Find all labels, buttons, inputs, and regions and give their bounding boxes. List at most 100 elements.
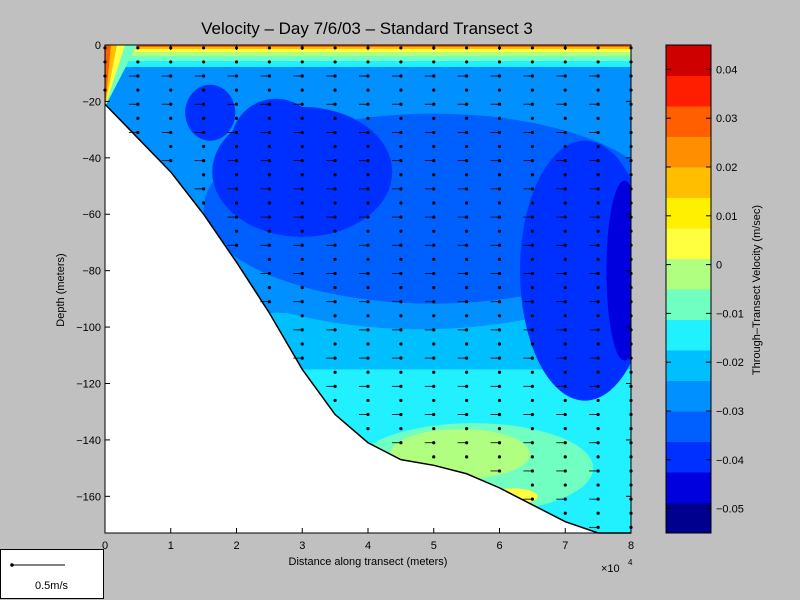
profile-point: [530, 384, 534, 388]
profile-point: [366, 130, 370, 135]
bottom-profile-line: [104, 103, 631, 534]
profile-point: [333, 243, 337, 247]
profile-point: [497, 356, 502, 360]
profile-point: [267, 159, 271, 163]
profile-point: [399, 46, 403, 50]
profile-point: [399, 412, 403, 417]
profile-point: [169, 60, 173, 64]
station-profile: [161, 46, 173, 163]
profile-point: [596, 441, 600, 445]
profile-point: [202, 187, 206, 191]
profile-point: [399, 88, 403, 92]
profile-point: [465, 412, 469, 417]
profile-point: [333, 229, 337, 233]
profile-point: [530, 257, 534, 261]
profile-point: [497, 441, 502, 445]
profile-point: [366, 271, 370, 276]
profile-point: [465, 74, 469, 78]
profile-point: [234, 243, 239, 247]
colorbar-tick-label: −0.02: [716, 357, 744, 369]
profile-point: [497, 469, 502, 473]
profile-point: [399, 173, 403, 177]
x-tick-label: 1: [168, 540, 174, 552]
profile-point: [563, 60, 567, 64]
profile-point: [563, 173, 567, 177]
profile-point: [267, 215, 271, 219]
profile-point: [267, 116, 271, 120]
profile-point: [234, 102, 239, 106]
profile-point: [563, 342, 567, 346]
profile-point: [267, 144, 271, 149]
profile-point: [465, 257, 469, 261]
profile-point: [563, 483, 567, 487]
profile-point: [366, 215, 370, 219]
colorbar-segment: [666, 228, 711, 259]
profile-point: [267, 46, 271, 50]
profile-point: [366, 398, 370, 403]
profile-point: [497, 384, 502, 388]
profile-point: [530, 159, 534, 163]
profile-point: [333, 314, 337, 318]
profile-point: [530, 46, 534, 50]
profile-point: [300, 102, 304, 106]
profile-point: [563, 229, 567, 233]
profile-point: [530, 215, 534, 219]
profile-point: [497, 60, 502, 64]
profile-point: [596, 525, 600, 529]
profile-point: [596, 159, 600, 163]
profile-point: [530, 187, 534, 191]
profile-point: [432, 74, 436, 78]
profile-point: [497, 285, 502, 290]
profile-point: [497, 88, 502, 92]
profile-point: [497, 342, 502, 346]
profile-point: [300, 144, 304, 149]
profile-point: [366, 257, 370, 261]
profile-point: [465, 356, 469, 360]
profile-point: [234, 88, 239, 92]
profile-point: [366, 102, 370, 106]
profile-point: [497, 455, 502, 459]
profile-point: [202, 144, 206, 149]
profile-point: [596, 257, 600, 261]
profile-point: [465, 384, 469, 388]
profile-point: [497, 370, 502, 374]
profile-point: [465, 215, 469, 219]
profile-point: [563, 370, 567, 374]
profile-point: [333, 285, 337, 290]
profile-point: [432, 314, 436, 318]
profile-point: [267, 271, 271, 276]
profile-point: [596, 201, 600, 205]
profile-point: [596, 116, 600, 120]
profile-point: [399, 441, 403, 445]
profile-point: [136, 88, 140, 92]
profile-point: [530, 342, 534, 346]
profile-point: [596, 130, 600, 135]
profile-point: [596, 497, 600, 501]
profile-point: [136, 130, 140, 135]
station-profile: [128, 46, 140, 135]
profile-point: [333, 300, 337, 304]
profile-point: [497, 427, 502, 431]
profile-point: [333, 159, 337, 163]
profile-point: [432, 328, 436, 332]
profile-point: [563, 130, 567, 135]
x-tick-label: 0: [102, 540, 108, 552]
colorbar-tick-label: 0.02: [716, 162, 737, 174]
profile-point: [300, 173, 304, 177]
profile-point: [366, 243, 370, 247]
profile-point: [300, 229, 304, 233]
profile-point: [530, 300, 534, 304]
station-profile: [424, 46, 436, 459]
profile-point: [465, 427, 469, 431]
profile-point: [333, 257, 337, 261]
profile-point: [234, 144, 239, 149]
profile-point: [202, 159, 206, 163]
profile-point: [136, 46, 140, 50]
station-profile: [293, 46, 304, 360]
profile-point: [267, 285, 271, 290]
profile-point: [267, 173, 271, 177]
colorbar-segment: [666, 472, 711, 503]
profile-point: [333, 60, 337, 64]
profile-point: [267, 74, 271, 78]
profile-point: [563, 74, 567, 78]
